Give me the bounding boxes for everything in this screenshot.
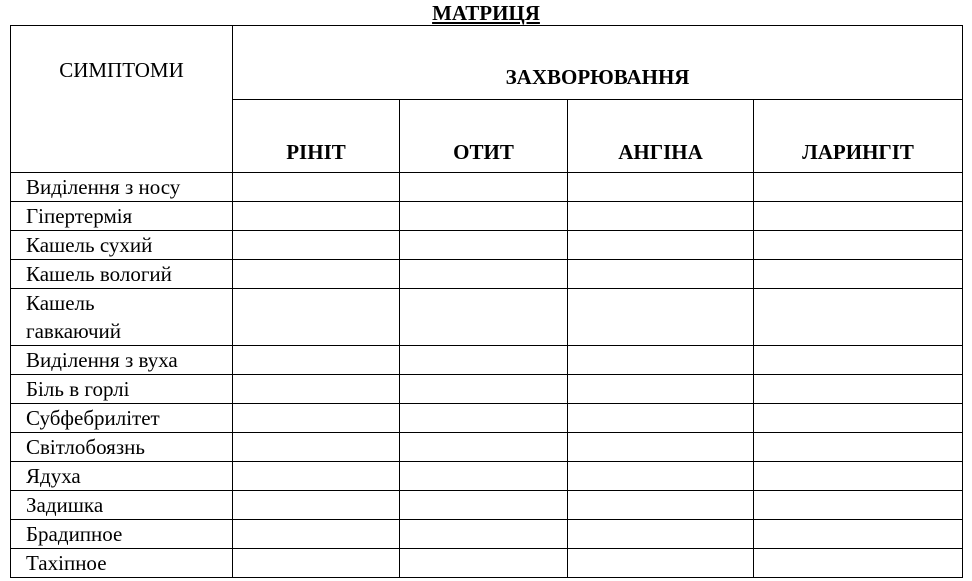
symptom-label: Кашель сухий bbox=[10, 230, 233, 260]
matrix-cell[interactable] bbox=[399, 345, 568, 375]
matrix-cell[interactable] bbox=[567, 519, 754, 549]
matrix-cell[interactable] bbox=[399, 461, 568, 491]
matrix-cell[interactable] bbox=[399, 201, 568, 231]
table-row: Задишка bbox=[10, 490, 964, 520]
matrix-cell[interactable] bbox=[399, 490, 568, 520]
matrix-cell[interactable] bbox=[399, 374, 568, 404]
matrix-cell[interactable] bbox=[399, 432, 568, 462]
table-row: Кашель гавкаючий bbox=[10, 288, 964, 346]
symptom-label: Брадипное bbox=[10, 519, 233, 549]
table-row: Субфебрилітет bbox=[10, 403, 964, 433]
matrix-cell[interactable] bbox=[232, 403, 400, 433]
matrix-cell[interactable] bbox=[232, 201, 400, 231]
symptom-label: Ядуха bbox=[10, 461, 233, 491]
matrix-cell[interactable] bbox=[232, 490, 400, 520]
matrix-cell[interactable] bbox=[752, 172, 964, 202]
matrix-cell[interactable] bbox=[567, 490, 754, 520]
table-row: Гіпертермія bbox=[10, 201, 964, 231]
symptom-label: Задишка bbox=[10, 490, 233, 520]
matrix-cell[interactable] bbox=[399, 230, 568, 260]
table-row: Тахіпное bbox=[10, 548, 964, 578]
table-row: Брадипное bbox=[10, 519, 964, 549]
table-row: Ядуха bbox=[10, 461, 964, 491]
matrix-cell[interactable] bbox=[752, 461, 964, 491]
matrix-cell[interactable] bbox=[752, 374, 964, 404]
symptom-label: Кашель вологий bbox=[10, 259, 233, 289]
matrix-cell[interactable] bbox=[752, 548, 964, 578]
matrix-cell[interactable] bbox=[232, 345, 400, 375]
symptom-label: Біль в горлі bbox=[10, 374, 233, 404]
matrix-cell[interactable] bbox=[567, 548, 754, 578]
page-title: МАТРИЦЯ bbox=[432, 1, 540, 25]
matrix-cell[interactable] bbox=[399, 172, 568, 202]
matrix-cell[interactable] bbox=[399, 519, 568, 549]
symptom-label: Світлобоязнь bbox=[10, 432, 233, 462]
symptoms-header: СИМПТОМИ bbox=[10, 25, 233, 173]
matrix-cell[interactable] bbox=[752, 288, 964, 346]
symptom-disease-matrix: СИМПТОМИ ЗАХВОРЮВАННЯ РІНІТ ОТИТ АНГІНА ЛАР… bbox=[10, 25, 964, 578]
matrix-cell[interactable] bbox=[567, 259, 754, 289]
disease-header: РІНІТ bbox=[232, 99, 400, 173]
matrix-cell[interactable] bbox=[567, 288, 754, 346]
disease-header: ОТИТ bbox=[399, 99, 568, 173]
matrix-cell[interactable] bbox=[399, 548, 568, 578]
symptom-label: Виділення з вуха bbox=[10, 345, 233, 375]
matrix-cell[interactable] bbox=[567, 432, 754, 462]
symptom-label: Виділення з носу bbox=[10, 172, 233, 202]
matrix-cell[interactable] bbox=[232, 519, 400, 549]
table-row: Біль в горлі bbox=[10, 374, 964, 404]
table-row: Виділення з носу bbox=[10, 172, 964, 202]
matrix-cell[interactable] bbox=[399, 288, 568, 346]
matrix-cell[interactable] bbox=[752, 403, 964, 433]
matrix-cell[interactable] bbox=[567, 172, 754, 202]
matrix-cell[interactable] bbox=[232, 461, 400, 491]
matrix-cell[interactable] bbox=[232, 374, 400, 404]
matrix-cell[interactable] bbox=[752, 490, 964, 520]
matrix-cell[interactable] bbox=[567, 374, 754, 404]
matrix-cell[interactable] bbox=[232, 230, 400, 260]
matrix-cell[interactable] bbox=[567, 201, 754, 231]
matrix-cell[interactable] bbox=[232, 259, 400, 289]
matrix-cell[interactable] bbox=[752, 345, 964, 375]
table-row: Кашель вологий bbox=[10, 259, 964, 289]
table-row: Кашель сухий bbox=[10, 230, 964, 260]
matrix-cell[interactable] bbox=[567, 345, 754, 375]
matrix-cell[interactable] bbox=[752, 432, 964, 462]
matrix-cell[interactable] bbox=[399, 259, 568, 289]
matrix-cell[interactable] bbox=[232, 172, 400, 202]
matrix-cell[interactable] bbox=[232, 288, 400, 346]
matrix-cell[interactable] bbox=[752, 259, 964, 289]
matrix-cell[interactable] bbox=[567, 403, 754, 433]
matrix-cell[interactable] bbox=[752, 201, 964, 231]
symptom-label: Тахіпное bbox=[10, 548, 233, 578]
matrix-cell[interactable] bbox=[752, 519, 964, 549]
matrix-cell[interactable] bbox=[232, 432, 400, 462]
matrix-cell[interactable] bbox=[399, 403, 568, 433]
disease-header: ЛАРИНГІТ bbox=[752, 99, 964, 173]
disease-header: АНГІНА bbox=[567, 99, 754, 173]
symptom-label: Гіпертермія bbox=[10, 201, 233, 231]
table-row: Виділення з вуха bbox=[10, 345, 964, 375]
matrix-cell[interactable] bbox=[232, 548, 400, 578]
table-row: Світлобоязнь bbox=[10, 432, 964, 462]
diseases-header: ЗАХВОРЮВАННЯ bbox=[231, 25, 964, 100]
matrix-cell[interactable] bbox=[752, 230, 964, 260]
matrix-cell[interactable] bbox=[567, 230, 754, 260]
symptom-label: Кашель гавкаючий bbox=[10, 288, 233, 346]
symptom-label: Субфебрилітет bbox=[10, 403, 233, 433]
matrix-cell[interactable] bbox=[567, 461, 754, 491]
